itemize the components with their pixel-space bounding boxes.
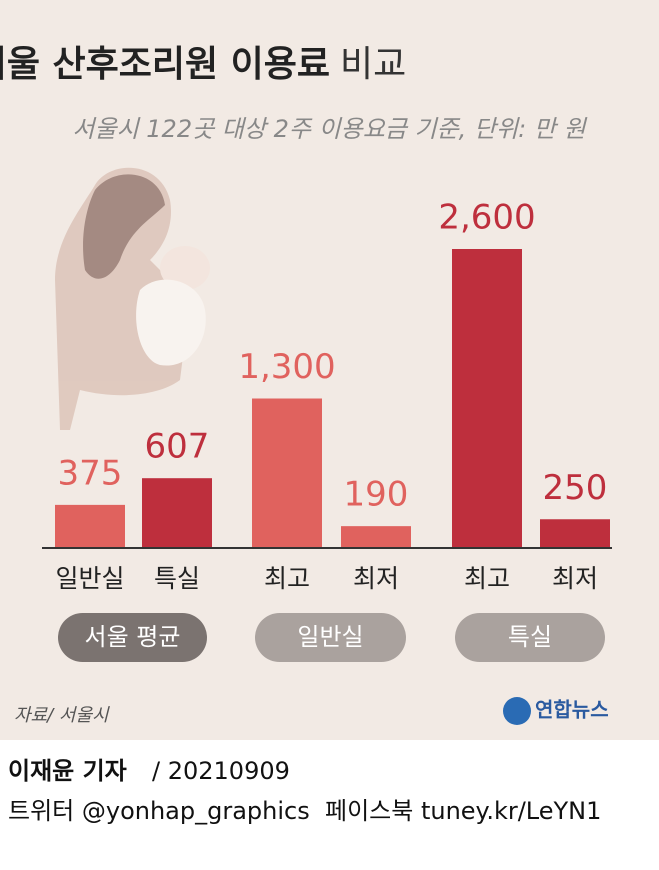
value-label: 607 — [145, 427, 210, 467]
value-label: 1,300 — [238, 347, 335, 387]
chart-title-suffix: 비교 — [340, 44, 406, 85]
logo: 연합뉴스 — [535, 698, 609, 722]
chart-title: 서울 산후조리원 이용료 — [0, 44, 330, 85]
date: / 20210909 — [152, 757, 290, 785]
group-label: 특실 — [508, 623, 552, 651]
value-label: 375 — [58, 453, 123, 493]
group-pill — [58, 613, 207, 662]
value-label: 190 — [344, 475, 409, 515]
reporter: 이재윤 기자 — [8, 757, 127, 785]
source: 자료/ 서울시 — [14, 705, 110, 726]
x-tick-label: 최저 — [552, 564, 598, 593]
illustration — [55, 167, 210, 430]
value-label: 2,600 — [438, 198, 535, 238]
bar — [252, 398, 322, 548]
x-tick-label: 일반실 — [55, 564, 124, 593]
x-tick-label: 특실 — [154, 564, 200, 593]
group-label: 일반실 — [297, 623, 363, 651]
logo-mark — [503, 697, 531, 725]
x-tick-label: 최고 — [264, 564, 310, 593]
social: 트위터 @yonhap_graphics 페이스북 tuney.kr/LeYN1 — [8, 797, 601, 825]
bar — [540, 519, 610, 548]
group-pill — [455, 613, 605, 662]
x-tick-label: 최고 — [464, 564, 510, 593]
bar — [452, 249, 522, 548]
subtitle: 서울시 122곳 대상 2주 이용요금 기준, 단위: 만 원 — [72, 115, 587, 143]
group-pill — [255, 613, 406, 662]
bar — [341, 526, 411, 548]
value-label: 250 — [543, 468, 608, 508]
group-label: 서울 평균 — [85, 623, 181, 651]
bar — [142, 478, 212, 548]
x-tick-label: 최저 — [353, 564, 399, 593]
bar — [55, 504, 125, 548]
